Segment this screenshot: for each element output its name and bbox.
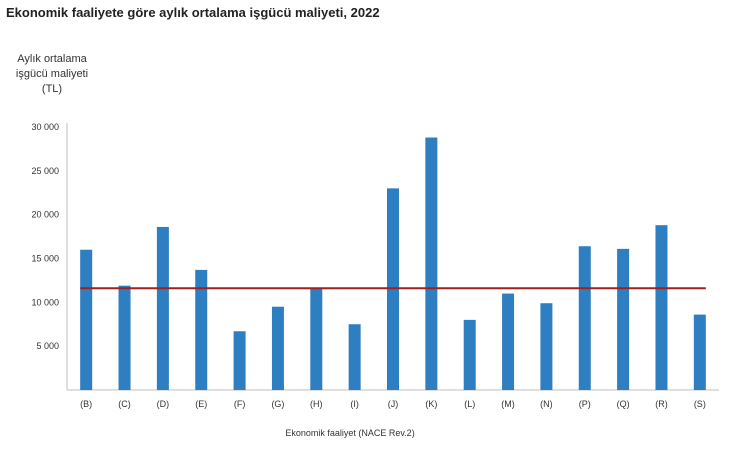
y-tick-label: 5 000 — [36, 341, 59, 351]
y-tick-label: 25 000 — [31, 166, 59, 176]
bar — [540, 303, 553, 390]
x-tick-label: (H) — [310, 399, 323, 409]
x-tick-label: (I) — [350, 399, 359, 409]
x-tick-label: (Q) — [617, 399, 630, 409]
y-axis-label-line-1: Aylık ortalama — [17, 53, 87, 65]
y-tick-label: 20 000 — [31, 210, 59, 220]
y-axis-label-line-2: işgücü maliyeti — [15, 68, 89, 80]
bar — [502, 293, 515, 390]
bar — [310, 288, 323, 390]
x-tick-label: (G) — [271, 399, 284, 409]
x-tick-label: (N) — [540, 399, 553, 409]
x-tick-label: (P) — [579, 399, 591, 409]
x-tick-label: (D) — [157, 399, 170, 409]
bar — [195, 269, 208, 390]
bar — [617, 248, 630, 390]
x-tick-label: (K) — [425, 399, 437, 409]
bar — [348, 324, 361, 390]
bar — [425, 137, 438, 390]
bar — [578, 246, 591, 390]
x-tick-label: (E) — [195, 399, 207, 409]
x-tick-label: (R) — [655, 399, 668, 409]
y-tick-label: 15 000 — [31, 254, 59, 264]
y-axis-label-line-3: (TL) — [41, 83, 63, 95]
bar — [118, 285, 131, 390]
bar — [693, 314, 706, 390]
bar — [233, 331, 246, 390]
bar — [463, 319, 476, 390]
y-axis-label: Aylık ortalama işgücü maliyeti (TL) — [12, 52, 92, 97]
chart-title: Ekonomik faaliyete göre aylık ortalama i… — [6, 5, 380, 20]
x-tick-label: (L) — [464, 399, 475, 409]
x-tick-label: (F) — [234, 399, 246, 409]
x-tick-label: (C) — [118, 399, 131, 409]
bar — [80, 249, 93, 390]
x-axis-label: Ekonomik faaliyet (NACE Rev.2) — [285, 428, 415, 438]
bar — [271, 306, 284, 390]
x-tick-label: (M) — [501, 399, 515, 409]
y-tick-label: 10 000 — [31, 297, 59, 307]
x-tick-label: (J) — [388, 399, 399, 409]
bar — [156, 226, 169, 390]
bar — [655, 225, 668, 390]
x-tick-label: (B) — [80, 399, 92, 409]
x-tick-label: (S) — [694, 399, 706, 409]
y-tick-label: 30 000 — [31, 122, 59, 132]
